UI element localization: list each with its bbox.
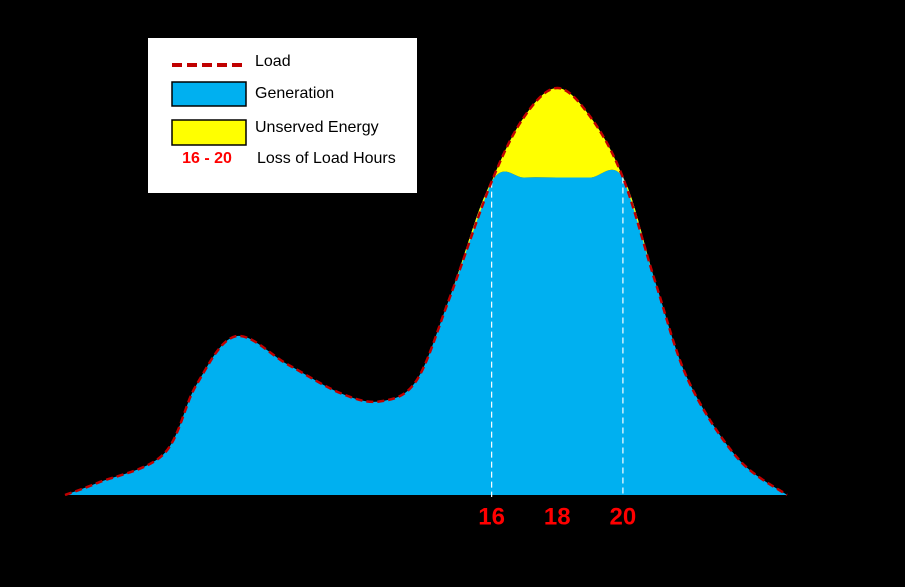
- legend-label: Load: [255, 53, 291, 70]
- load-line: [64, 86, 788, 497]
- x-tick-label: 18: [544, 503, 571, 530]
- x-tick-label: 20: [610, 503, 637, 530]
- area: [65, 169, 787, 495]
- legend: Load Generation Unserved Energy 16 - 20 …: [148, 38, 417, 193]
- legend-label: Unserved Energy: [255, 119, 379, 136]
- annotation-text: Loss of Load Hours: [257, 150, 396, 167]
- legend-swatch: [171, 81, 247, 107]
- legend-swatch: [171, 119, 247, 146]
- x-tick-label: 16: [478, 503, 505, 530]
- plot: 16 18 20: [64, 86, 788, 530]
- annotation-label: 16 - 20: [182, 150, 232, 167]
- legend-label: Generation: [255, 85, 334, 102]
